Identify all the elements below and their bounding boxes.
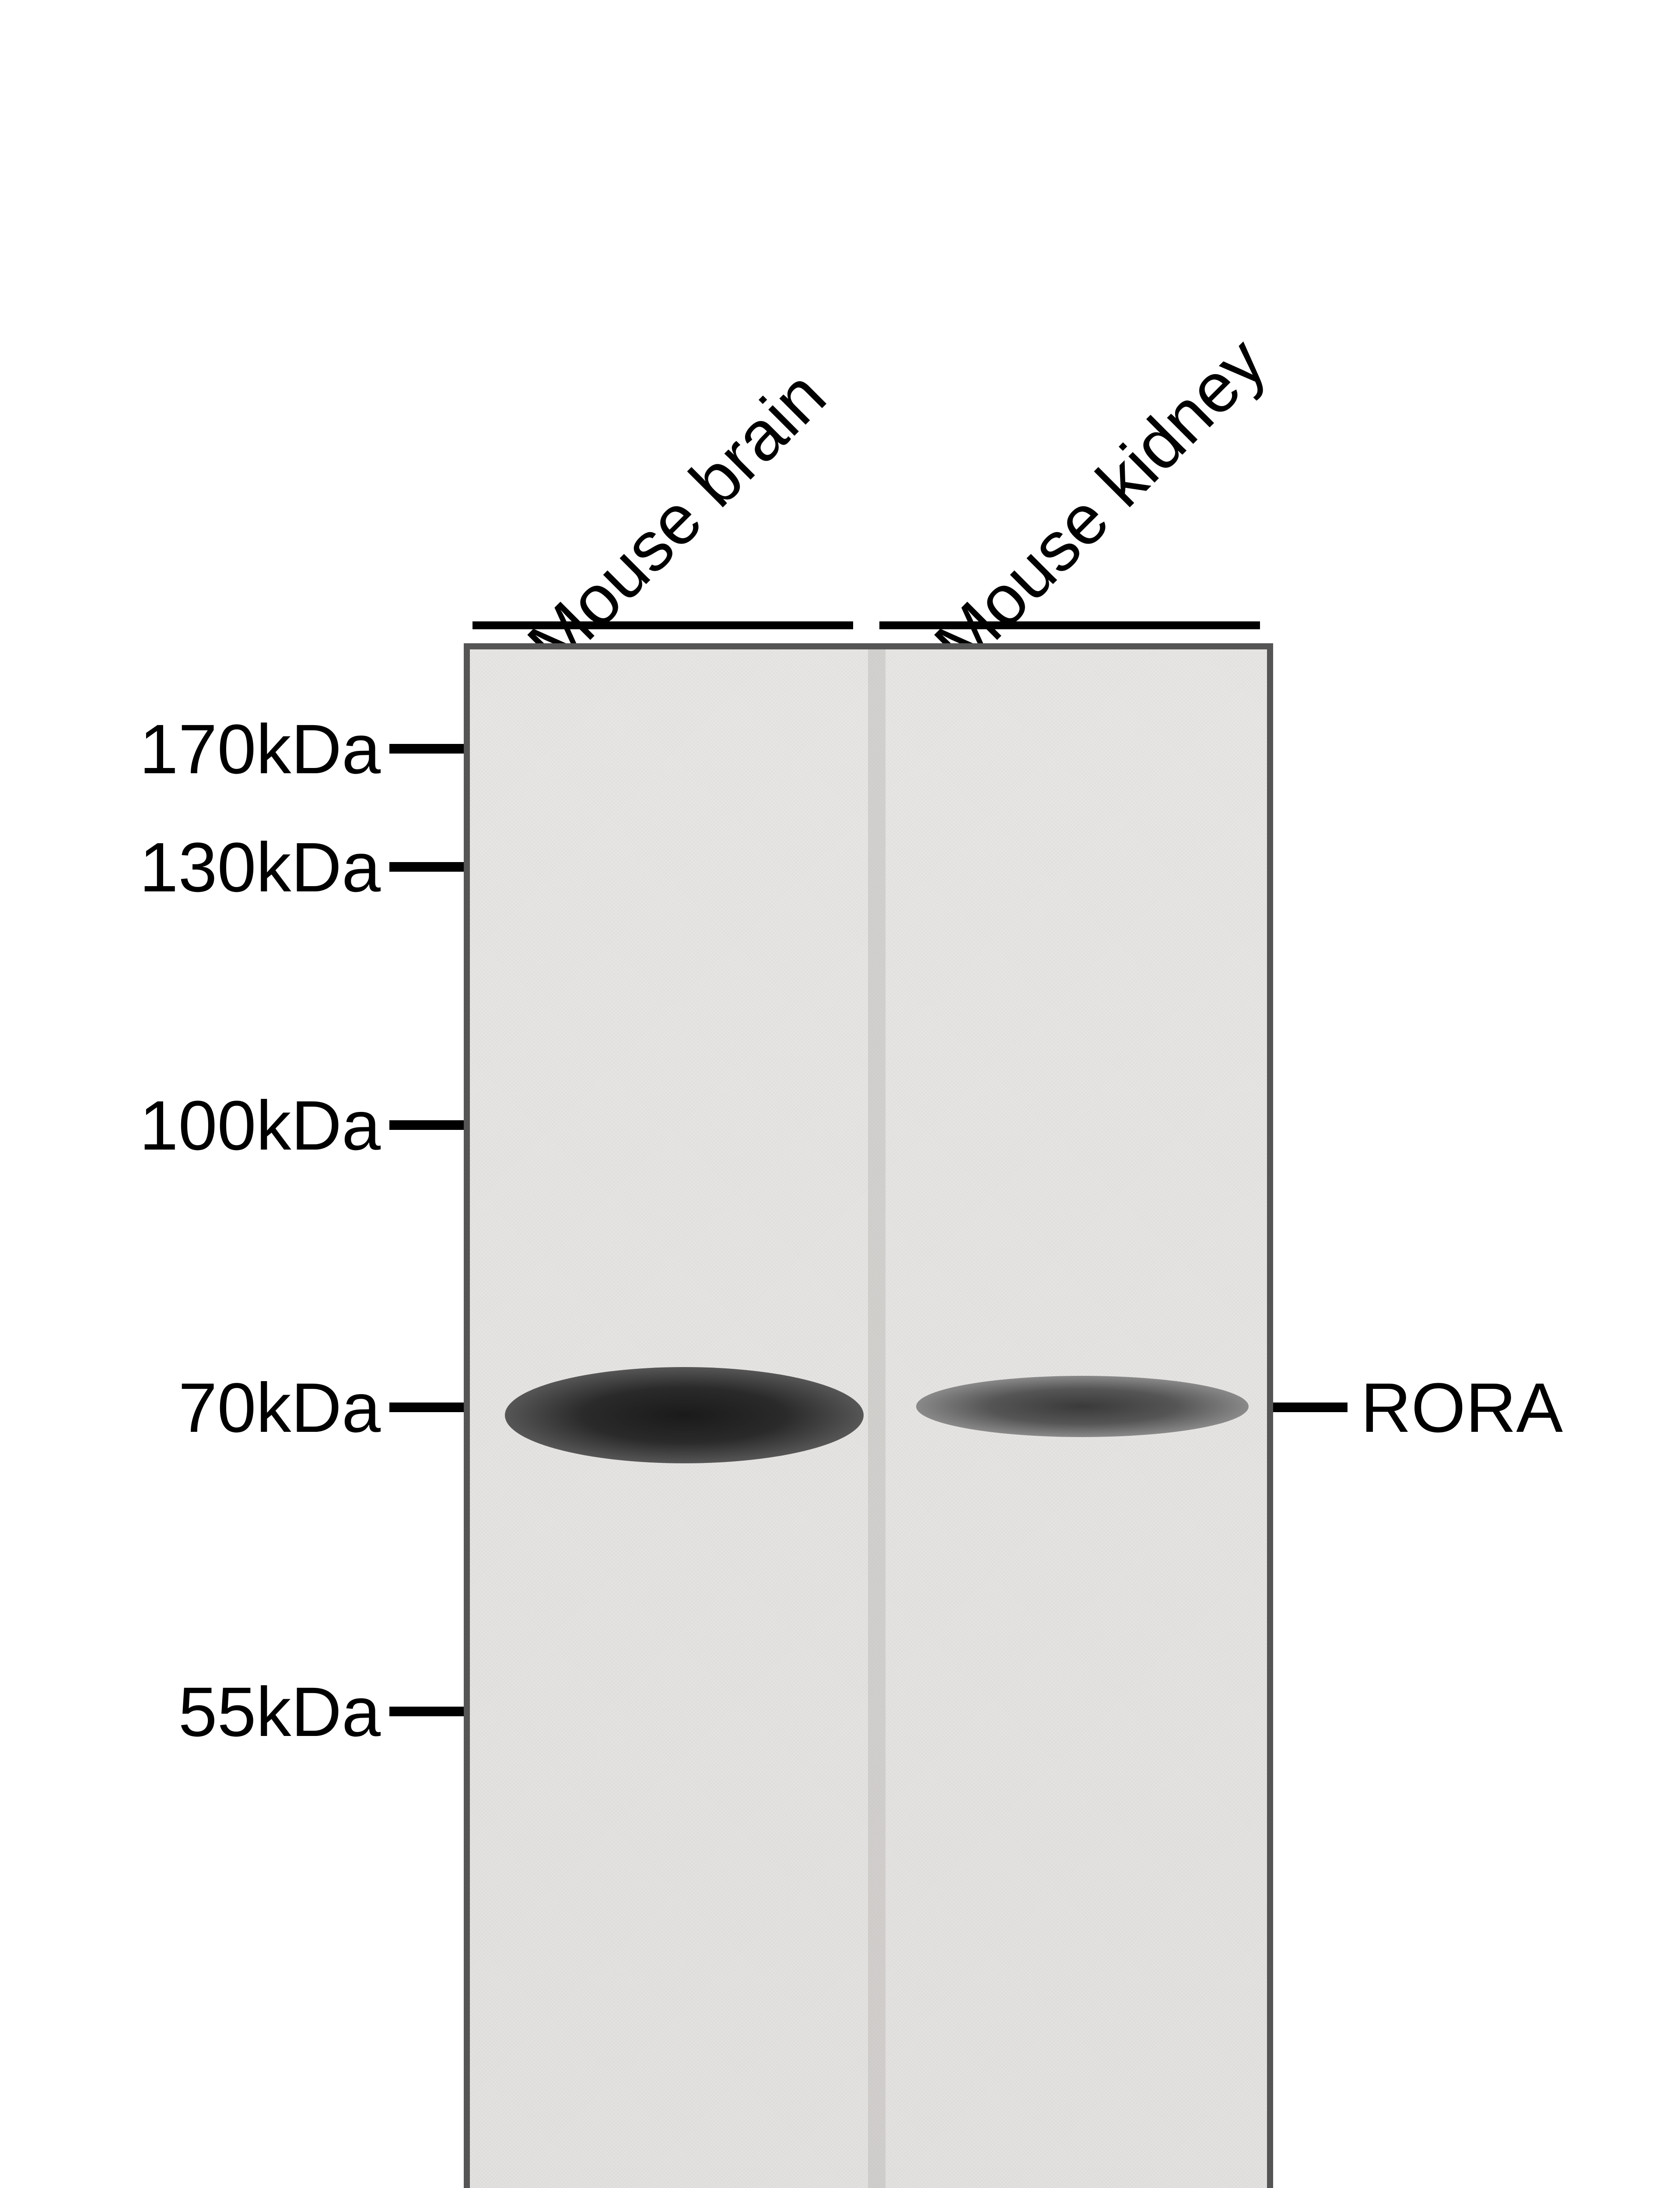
band-lane2-rorA [916, 1376, 1249, 1437]
lane-tick-1 [472, 621, 853, 629]
lane-divider [868, 649, 886, 2188]
marker-70kda: 70kDa [178, 1368, 381, 1448]
marker-170kda: 170kDa [140, 709, 381, 789]
marker-tick-130kda [389, 862, 464, 872]
marker-100kda: 100kDa [140, 1085, 381, 1166]
lane-label-2: Mouse kidney [919, 322, 1281, 684]
band-lane1-rorA [505, 1367, 864, 1463]
lane-tick-2 [879, 621, 1260, 629]
marker-tick-170kda [389, 744, 464, 754]
target-tick [1273, 1403, 1348, 1412]
blot-membrane [464, 643, 1273, 2188]
marker-55kda: 55kDa [178, 1672, 381, 1752]
marker-tick-100kda [389, 1120, 464, 1130]
lane-label-1: Mouse brain [512, 355, 841, 684]
figure-container: Mouse brain Mouse kidney 170kDa 130kDa 1… [0, 0, 1680, 2188]
marker-tick-70kda [389, 1403, 464, 1412]
marker-tick-55kda [389, 1707, 464, 1716]
marker-130kda: 130kDa [140, 827, 381, 908]
target-label: RORA [1361, 1368, 1563, 1448]
